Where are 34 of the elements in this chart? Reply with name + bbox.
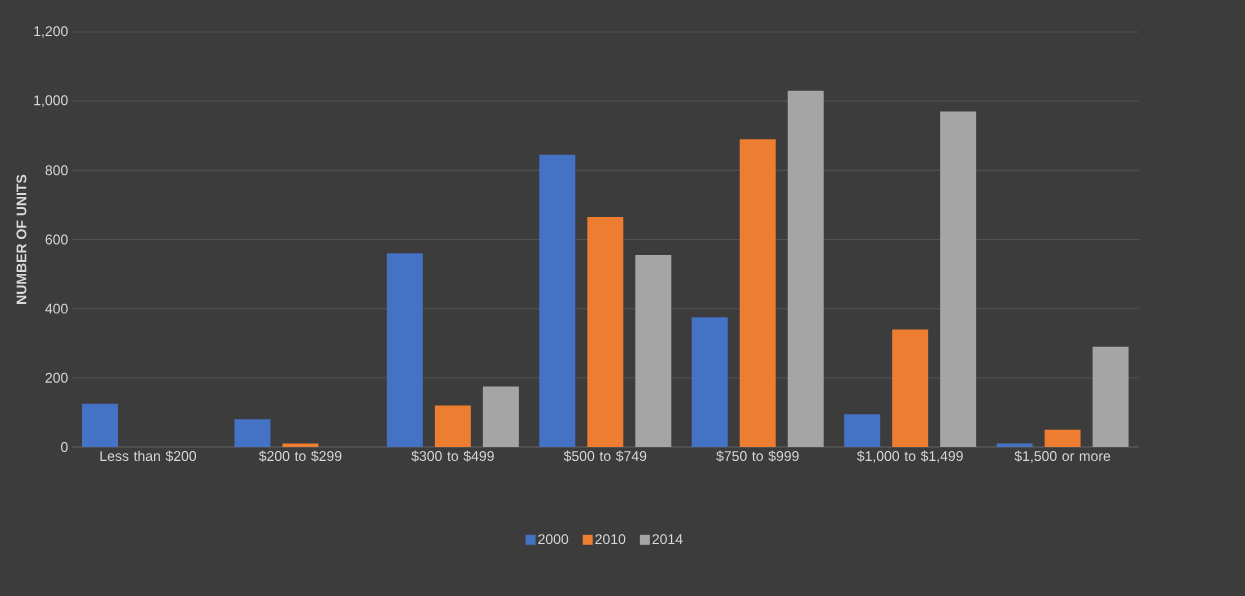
bar [691, 317, 728, 447]
x-tick-label: $1,500 or more [1014, 450, 1111, 463]
x-tick-label: Less than $200 [100, 450, 197, 462]
y-tick-label: 200 [45, 372, 68, 383]
y-tick-label: 400 [45, 303, 68, 314]
bar [386, 253, 423, 447]
bar [482, 386, 519, 447]
x-tick-label: $300 to $499 [411, 450, 494, 462]
bar [587, 217, 624, 447]
bar [1092, 346, 1129, 447]
x-tick-label: $750 to $999 [716, 450, 799, 462]
y-tick-label: 1,000 [34, 95, 68, 107]
bar [1044, 429, 1081, 447]
legend-label: 2000 [538, 534, 569, 545]
y-tick-label: 0 [61, 442, 68, 452]
bar [539, 154, 576, 447]
x-tick-label: $1,000 to $1,499 [856, 450, 963, 463]
bar [434, 405, 471, 447]
bar [940, 111, 977, 447]
x-tick-label: $500 to $749 [563, 450, 647, 462]
y-tick-label: 800 [45, 165, 68, 176]
y-tick-label: 600 [45, 234, 68, 245]
bar [739, 139, 776, 447]
y-tick-label: 1,200 [34, 26, 68, 38]
y-axis-title: NUMBER OF UNITS [16, 174, 27, 304]
bar [635, 255, 672, 447]
bar [82, 403, 118, 447]
bar [787, 90, 824, 447]
legend-label: 2014 [652, 534, 683, 545]
bar [844, 414, 881, 447]
legend-label: 2010 [595, 534, 626, 545]
bar [234, 419, 271, 447]
bar [892, 329, 929, 447]
x-tick-label: $200 to $299 [258, 450, 342, 462]
